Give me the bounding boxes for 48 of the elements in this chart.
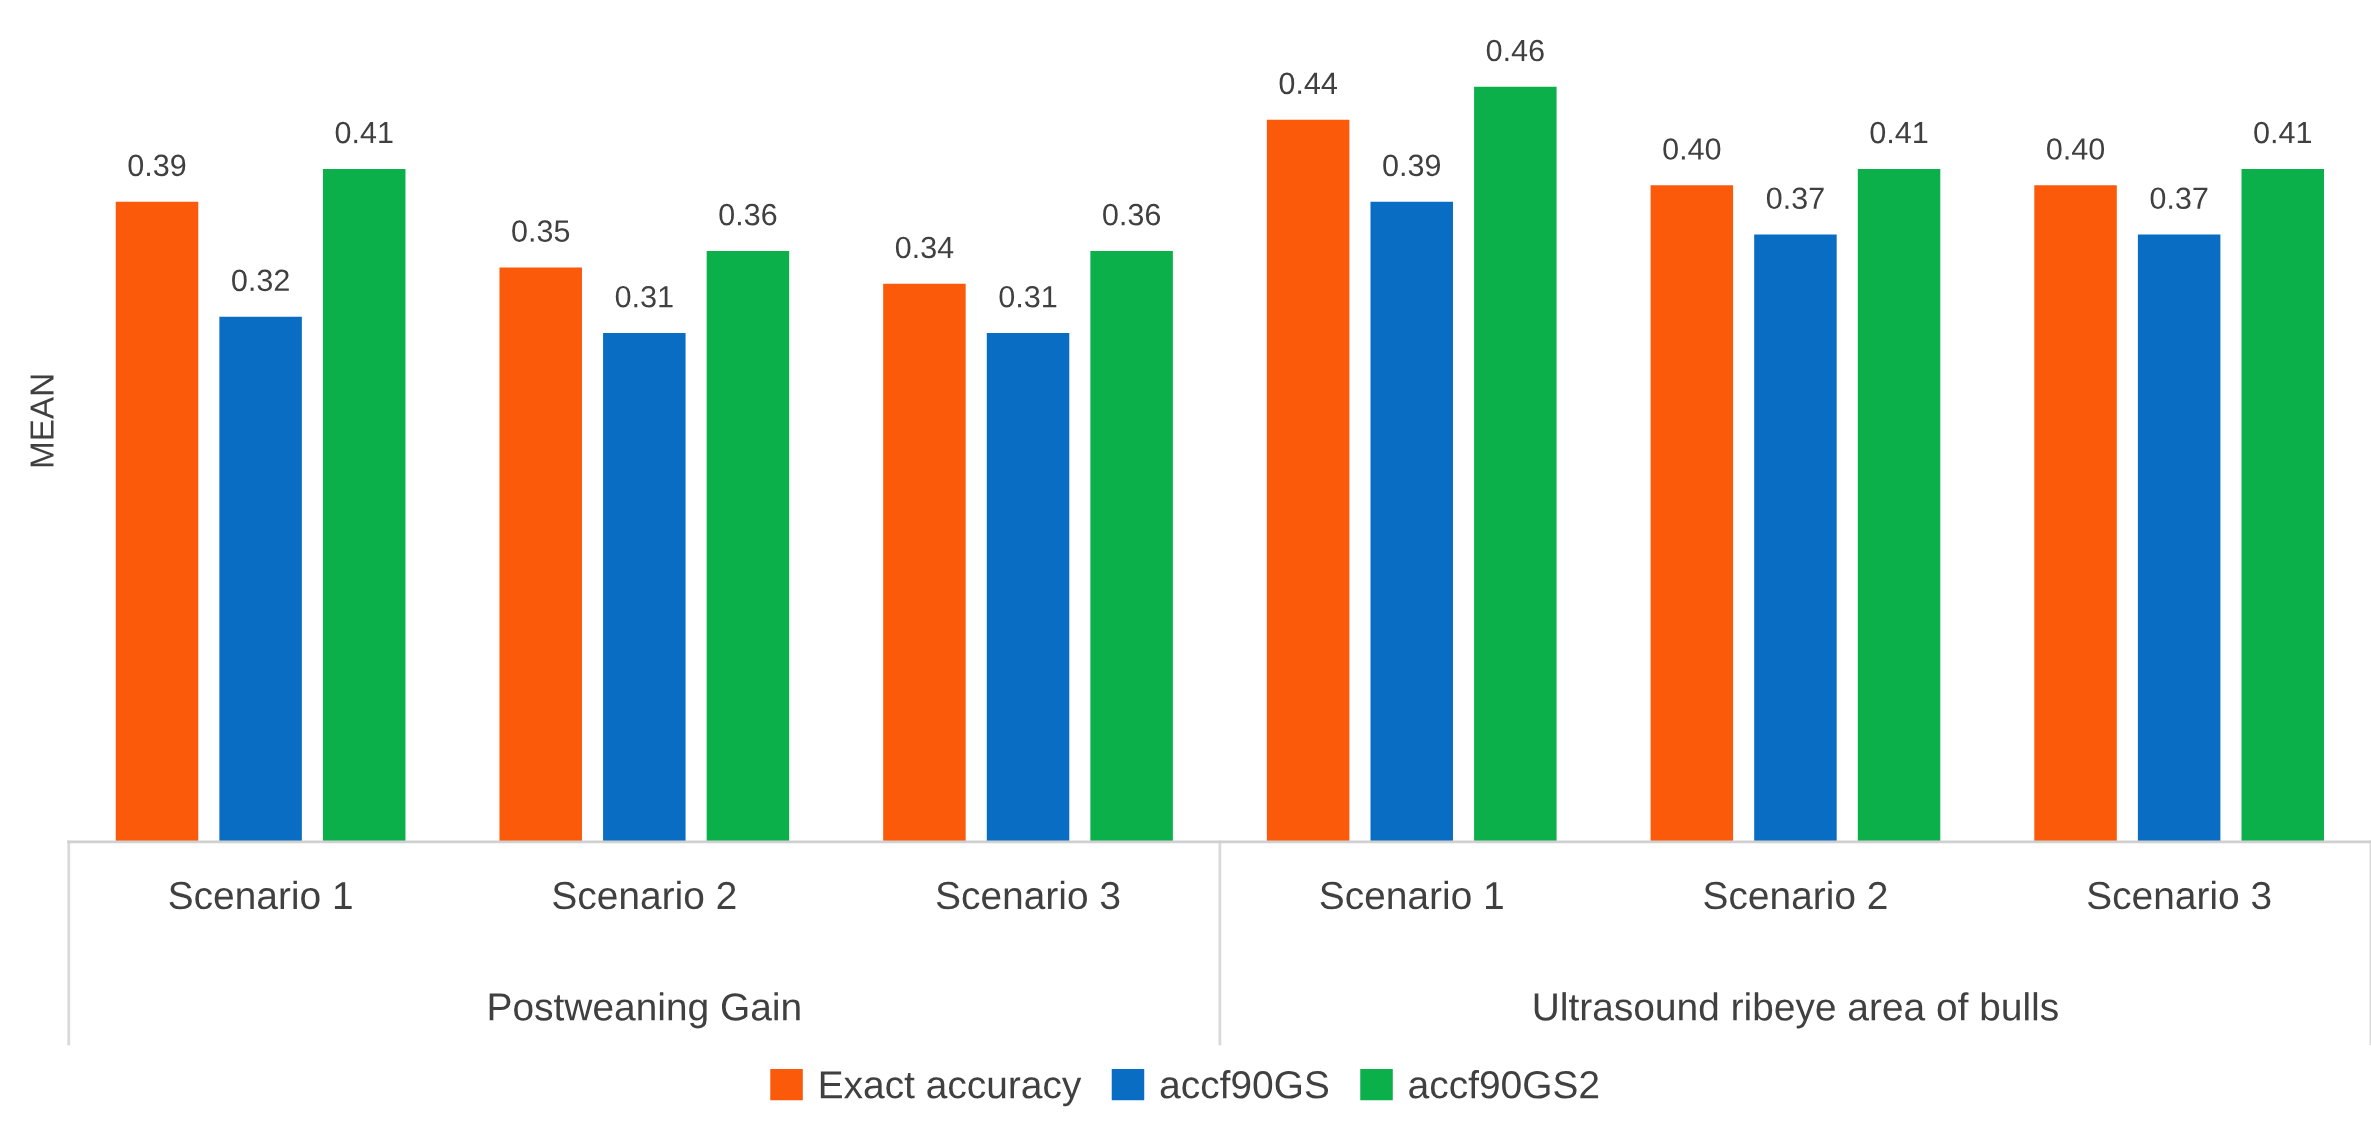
bar <box>2034 185 2117 842</box>
bar <box>115 201 199 842</box>
data-label: 0.44 <box>1279 72 1337 95</box>
data-label: 0.32 <box>232 269 289 292</box>
data-label: 0.36 <box>719 203 777 226</box>
bar <box>2137 234 2221 842</box>
bar <box>1266 119 1350 842</box>
data-label: 0.41 <box>2254 121 2311 144</box>
legend-label: accf90GS <box>1160 1070 1329 1099</box>
data-label: 0.46 <box>1486 39 1544 62</box>
x-tick-label: Scenario 3 <box>2087 880 2271 910</box>
data-label: 0.39 <box>128 154 186 177</box>
data-label: 0.41 <box>335 121 393 144</box>
y-axis-title: MEAN <box>30 375 54 467</box>
data-label: 0.34 <box>895 236 954 259</box>
x-tick-label: Scenario 3 <box>936 880 1120 910</box>
bar <box>219 316 302 842</box>
legend-label: accf90GS2 <box>1409 1070 1599 1099</box>
bar <box>883 283 966 842</box>
bar <box>1650 185 1734 842</box>
x-tick-label: Scenario 1 <box>1320 880 1503 910</box>
bar <box>986 333 1070 842</box>
data-label: 0.35 <box>512 220 570 242</box>
data-label: 0.41 <box>1870 121 1928 144</box>
bar <box>603 333 686 842</box>
bar <box>1857 168 1941 842</box>
data-label: 0.37 <box>2150 187 2208 210</box>
data-label: 0.37 <box>1766 187 1824 210</box>
legend-label: Exact accuracy <box>820 1071 1082 1107</box>
bar <box>1754 234 1837 842</box>
text: Postweaning Gain <box>489 992 800 1029</box>
bar <box>1090 250 1173 842</box>
x-tick-label: Scenario 1 <box>169 880 352 910</box>
data-label: 0.39 <box>1383 154 1441 177</box>
x-tick-label: Scenario 2 <box>1704 880 1887 910</box>
data-label: 0.31 <box>615 285 673 308</box>
x-tick-label: Scenario 2 <box>553 880 736 910</box>
data-label: 0.36 <box>1103 203 1161 226</box>
bar <box>322 168 406 842</box>
bar <box>2241 168 2324 842</box>
bar <box>706 250 790 842</box>
text: Ultrasound ribeye area of bulls <box>1534 992 2058 1029</box>
bar <box>1474 86 1557 842</box>
bar <box>1370 201 1453 842</box>
data-label: 0.40 <box>1663 138 1721 160</box>
bar <box>499 267 582 842</box>
data-label: 0.31 <box>999 285 1057 308</box>
data-label: 0.40 <box>2047 138 2105 160</box>
